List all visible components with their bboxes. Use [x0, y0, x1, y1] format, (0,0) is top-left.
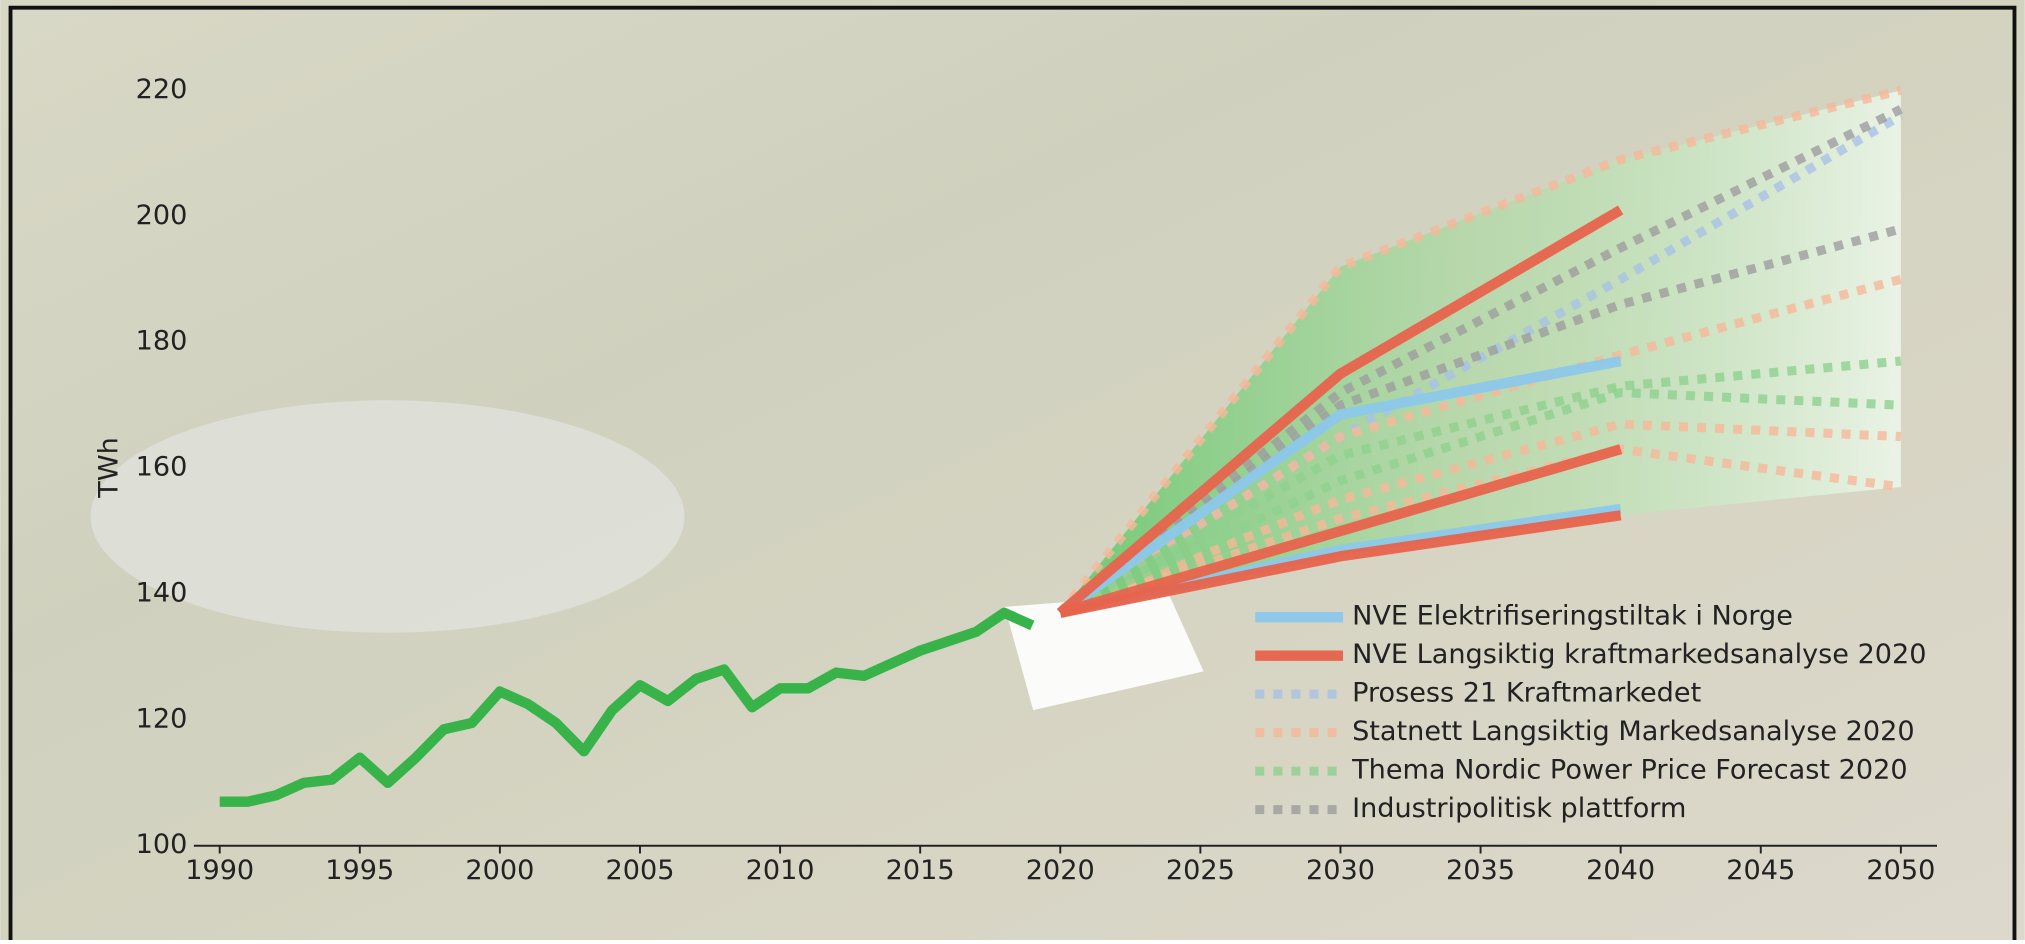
- x-tick-label: 2005: [605, 855, 674, 886]
- x-tick-label: 2045: [1726, 855, 1795, 886]
- x-tick-label: 2035: [1446, 855, 1515, 886]
- scenario-line: [1058, 419, 1902, 617]
- y-tick-label: 200: [136, 200, 188, 231]
- scenario-line: [1058, 444, 1623, 618]
- scenario-envelope: [1060, 90, 1901, 613]
- y-tick-label: 120: [136, 703, 188, 734]
- x-tick-label: 2015: [886, 855, 955, 886]
- scenario-line: [1057, 274, 1903, 617]
- x-tick-label: 2000: [465, 855, 534, 886]
- scenario-line: [1056, 85, 1902, 616]
- scenario-line: [1057, 105, 1903, 617]
- white-patch: [1004, 593, 1204, 711]
- frame: [8, 5, 2017, 940]
- x-tick-label: 2030: [1306, 855, 1375, 886]
- scenario-line: [1056, 205, 1624, 617]
- legend-label: Prosess 21 Kraftmarkedet: [1352, 678, 1701, 709]
- x-tick-label: 1990: [185, 855, 254, 886]
- y-tick-label: 220: [136, 74, 188, 105]
- lake: [90, 400, 685, 633]
- scenario-line: [1058, 388, 1902, 617]
- scenario-line: [1058, 444, 1902, 618]
- legend-label: Thema Nordic Power Price Forecast 2020: [1351, 755, 1908, 786]
- scenario-line: [1059, 510, 1622, 618]
- legend-label: NVE Langsiktig kraftmarkedsanalyse 2020: [1352, 639, 1926, 670]
- legend-label: Statnett Langsiktig Markedsanalyse 2020: [1352, 716, 1915, 747]
- y-tick-label: 160: [136, 452, 188, 483]
- x-tick-label: 2020: [1026, 855, 1095, 886]
- y-tick-label: 180: [136, 326, 188, 357]
- y-tick-label: 140: [136, 577, 188, 608]
- legend-label: NVE Elektrifiseringstiltak i Norge: [1352, 601, 1793, 632]
- x-tick-label: 2050: [1866, 855, 1935, 886]
- x-tick-label: 1995: [325, 855, 394, 886]
- scenario-line: [1057, 355, 1622, 618]
- x-tick-label: 2025: [1166, 855, 1235, 886]
- x-tick-label: 2040: [1586, 855, 1655, 886]
- plot: 100 120 140 160 180 200 220 1990 1995 2000 2005 201…: [136, 74, 1938, 886]
- legend-label: Industripolitisk plattform: [1352, 793, 1686, 824]
- y-axis-label: TWh: [93, 437, 124, 499]
- y-tick-label: 100: [136, 829, 188, 860]
- history-line: [219, 607, 1035, 807]
- x-tick-label: 2010: [746, 855, 815, 886]
